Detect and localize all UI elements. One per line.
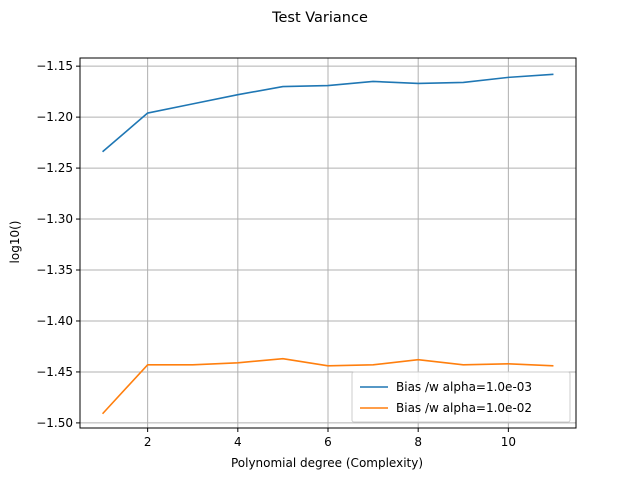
legend-box [351,371,571,423]
chart-title: Test Variance [271,10,368,26]
legend-label-2: Bias /w alpha=1.0e-02 [396,401,532,415]
y-tick-label: −1.15 [36,59,73,73]
x-tick-label: 2 [144,435,152,449]
y-tick-label: −1.30 [36,212,73,226]
y-axis-label: log10() [8,221,22,264]
x-tick-label: 4 [234,435,242,449]
axis-ticks: 2 4 6 8 10 −1.15 −1.20 −1.25 −1.30 −1.35 −1.40 −1.4… [36,59,516,449]
y-tick-label: −1.50 [36,416,73,430]
y-tick-label: −1.20 [36,110,73,124]
y-tick-label: −1.45 [36,365,73,379]
y-tick-label: −1.35 [36,263,73,277]
legend: Bias /w alpha=1.0e-03 Bias /w alpha=1.0e-… [351,371,571,423]
grid [80,58,576,428]
y-tick-label: −1.25 [36,161,73,175]
x-tick-label: 10 [501,435,516,449]
x-tick-label: 6 [324,435,332,449]
x-axis-label: Polynomial degree (Complexity) [231,456,423,470]
series-layer [101,73,554,415]
y-tick-label: −1.40 [36,314,73,328]
series-line-1 [102,73,554,153]
legend-label-1: Bias /w alpha=1.0e-03 [396,380,532,394]
series-line-2 [101,357,554,415]
x-tick-label: 8 [414,435,422,449]
